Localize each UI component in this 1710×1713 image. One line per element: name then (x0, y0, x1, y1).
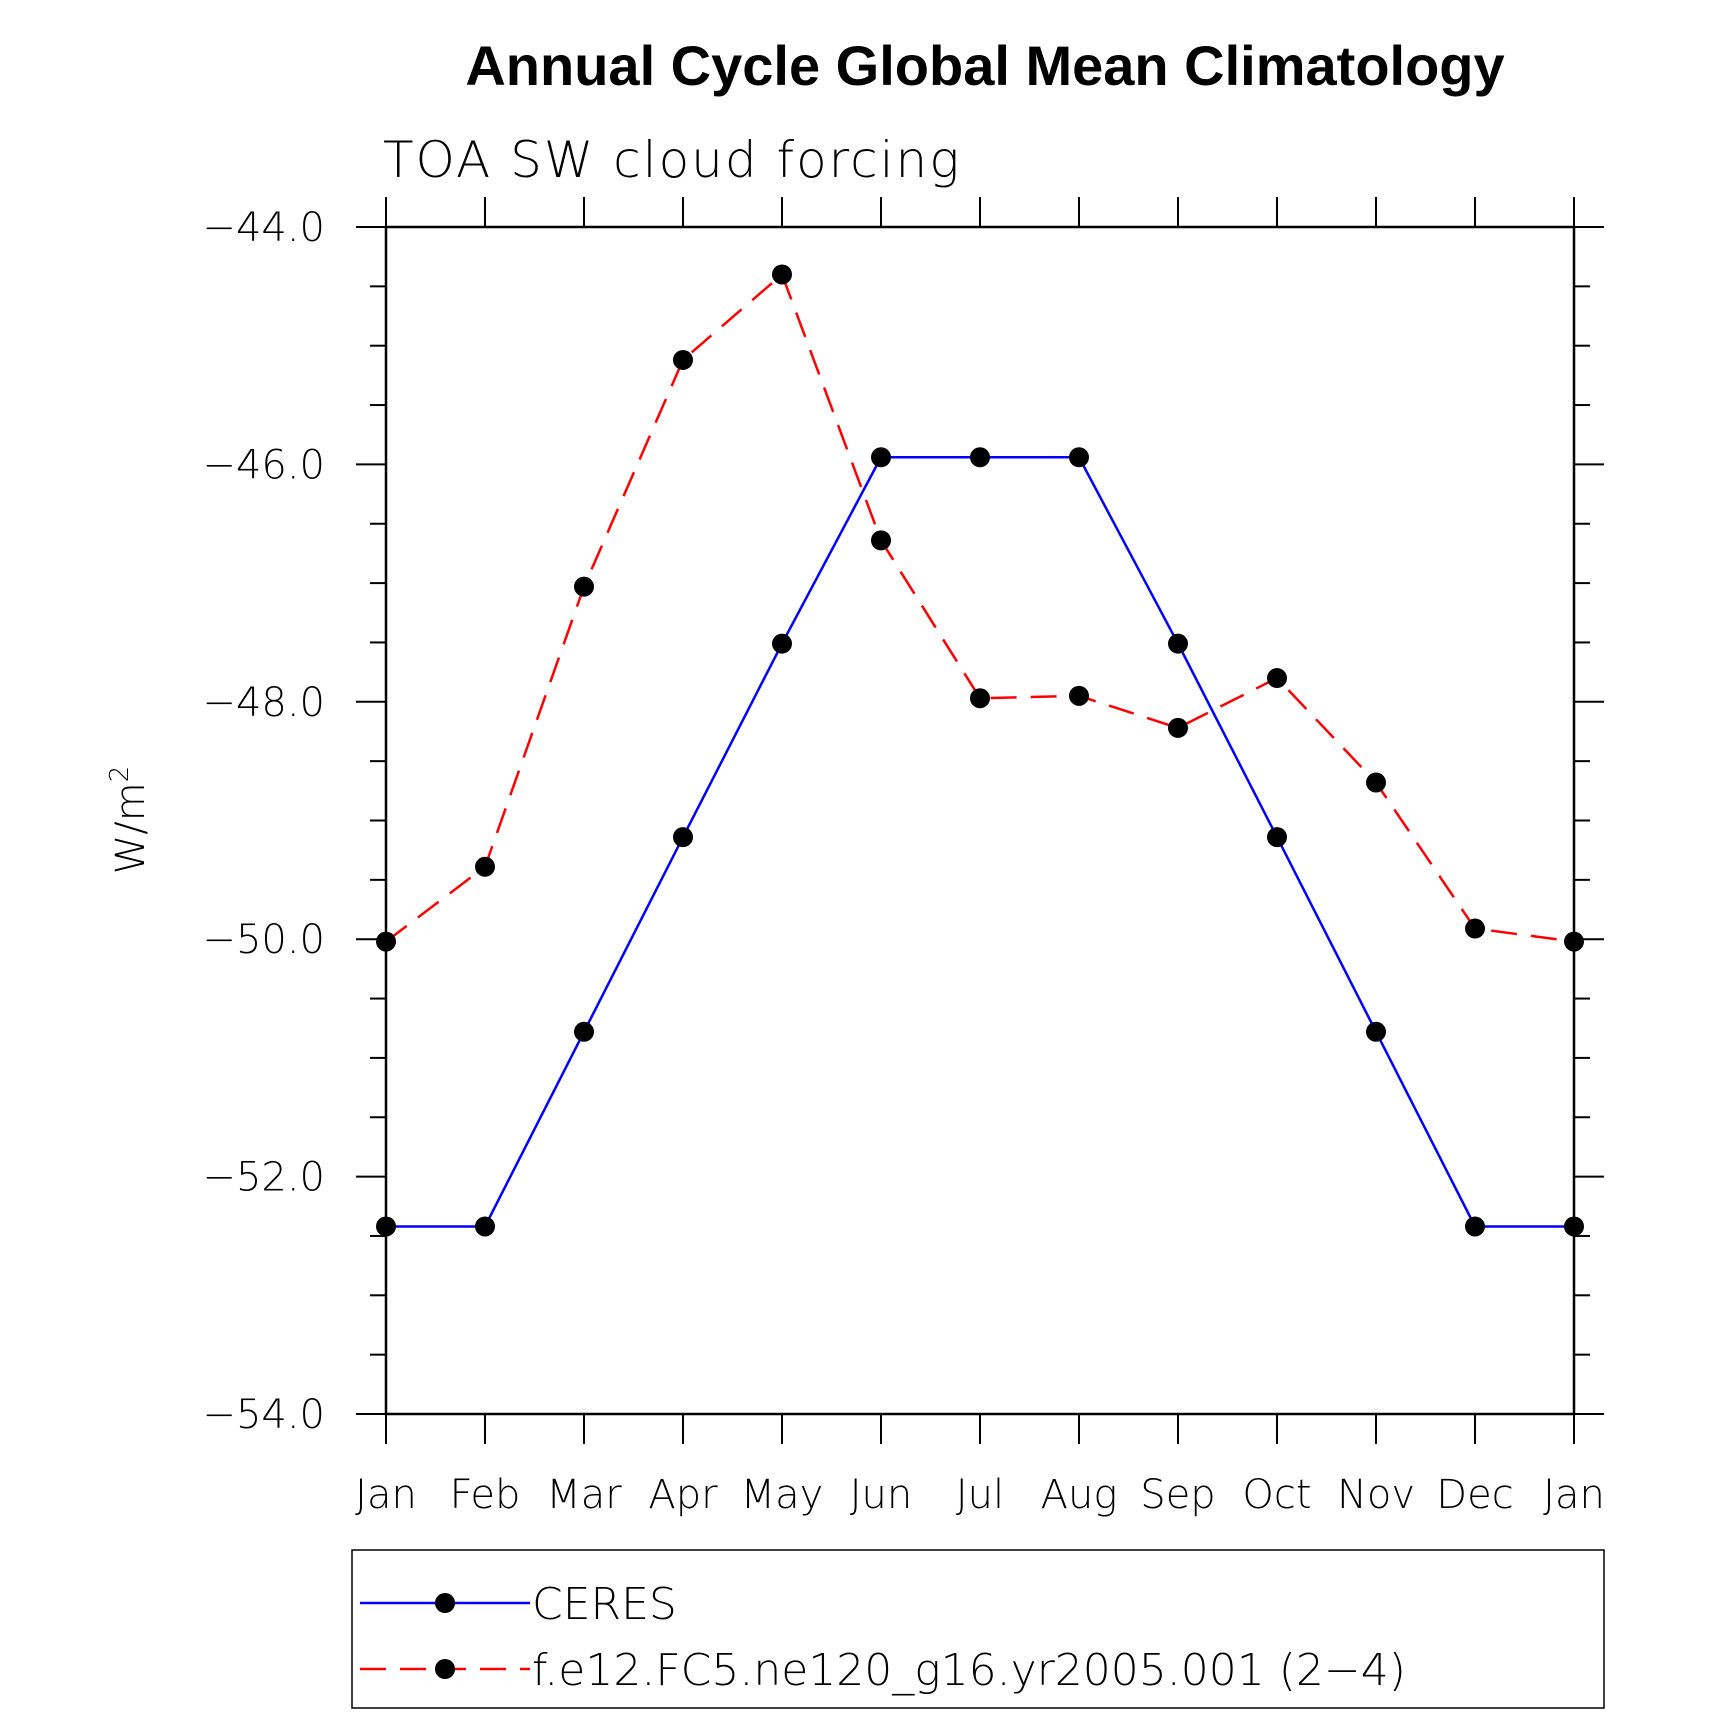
y-tick-label: −48.0 (202, 680, 325, 726)
y-axis-label-text: W/m (108, 782, 154, 874)
x-tick-label: Aug (1041, 1472, 1118, 1518)
x-tick-label: Jun (850, 1472, 913, 1518)
y-tick-labels: −44.0 −46.0 −48.0 −50.0 −52.0 −54.0 (202, 205, 325, 1438)
legend-label: CERES (532, 1579, 677, 1630)
legend-marker (435, 1593, 455, 1613)
x-tick-label: May (741, 1472, 824, 1518)
series-line (386, 456, 1574, 1228)
legend-entries: CERES f.e12.FC5.ne120_g16.yr2005.001 (2−4… (360, 1579, 1406, 1696)
legend: CERES f.e12.FC5.ne120_g16.yr2005.001 (2−4… (351, 1549, 1605, 1709)
data-point (1465, 1216, 1485, 1237)
legend-marker (435, 1659, 455, 1679)
y-tick-label: −50.0 (202, 917, 325, 963)
x-tick-label: Jul (956, 1472, 1004, 1518)
data-point (1069, 447, 1089, 468)
data-point (1168, 717, 1188, 738)
data-point (1168, 633, 1188, 654)
data-point (475, 1216, 495, 1237)
data-point (673, 349, 693, 370)
data-point (772, 633, 792, 654)
data-point (1366, 1021, 1386, 1042)
data-point (1465, 918, 1485, 939)
x-tick-label: Nov (1337, 1472, 1415, 1518)
data-point (1267, 668, 1287, 689)
y-tick-label: −46.0 (202, 442, 325, 488)
chart-subtitle: TOA SW cloud forcing (383, 131, 961, 189)
x-tick-label: Feb (450, 1472, 521, 1518)
series-line (385, 272, 1575, 943)
data-point (475, 856, 495, 877)
data-point (574, 576, 594, 597)
legend-label: f.e12.FC5.ne120_g16.yr2005.001 (2−4) (532, 1645, 1406, 1696)
data-point (673, 827, 693, 848)
data-point (1267, 827, 1287, 848)
x-tick-label: Oct (1242, 1472, 1311, 1518)
chart-title: Annual Cycle Global Mean Climatology (465, 34, 1504, 97)
x-tick-label: Jan (355, 1472, 417, 1518)
x-tick-labels: Jan Feb Mar Apr May Jun Jul Aug Sep Oct Nov Dec Jan (355, 1472, 1605, 1518)
y-tick-label: −54.0 (202, 1392, 325, 1438)
x-tick-label: Apr (648, 1472, 718, 1518)
y-tick-label: −52.0 (202, 1155, 325, 1201)
x-tick-label: Dec (1436, 1472, 1513, 1518)
axis-ticks (356, 197, 1604, 1444)
data-point (574, 1021, 594, 1042)
data-point (1366, 772, 1386, 793)
y-axis-label-superscript: 2 (105, 766, 135, 783)
series-layer (376, 264, 1584, 1237)
data-point (970, 688, 990, 709)
data-point (1069, 685, 1089, 706)
data-point (871, 447, 891, 468)
y-axis-label: W/m2 (105, 766, 154, 875)
legend-box (351, 1549, 1605, 1709)
data-point (970, 447, 990, 468)
y-tick-label: −44.0 (202, 205, 325, 251)
x-tick-label: Mar (546, 1472, 622, 1518)
plot-frame (384, 225, 1576, 1416)
data-point (871, 530, 891, 551)
x-tick-label: Jan (1543, 1472, 1605, 1518)
data-point (772, 264, 792, 285)
x-tick-label: Sep (1140, 1472, 1215, 1518)
